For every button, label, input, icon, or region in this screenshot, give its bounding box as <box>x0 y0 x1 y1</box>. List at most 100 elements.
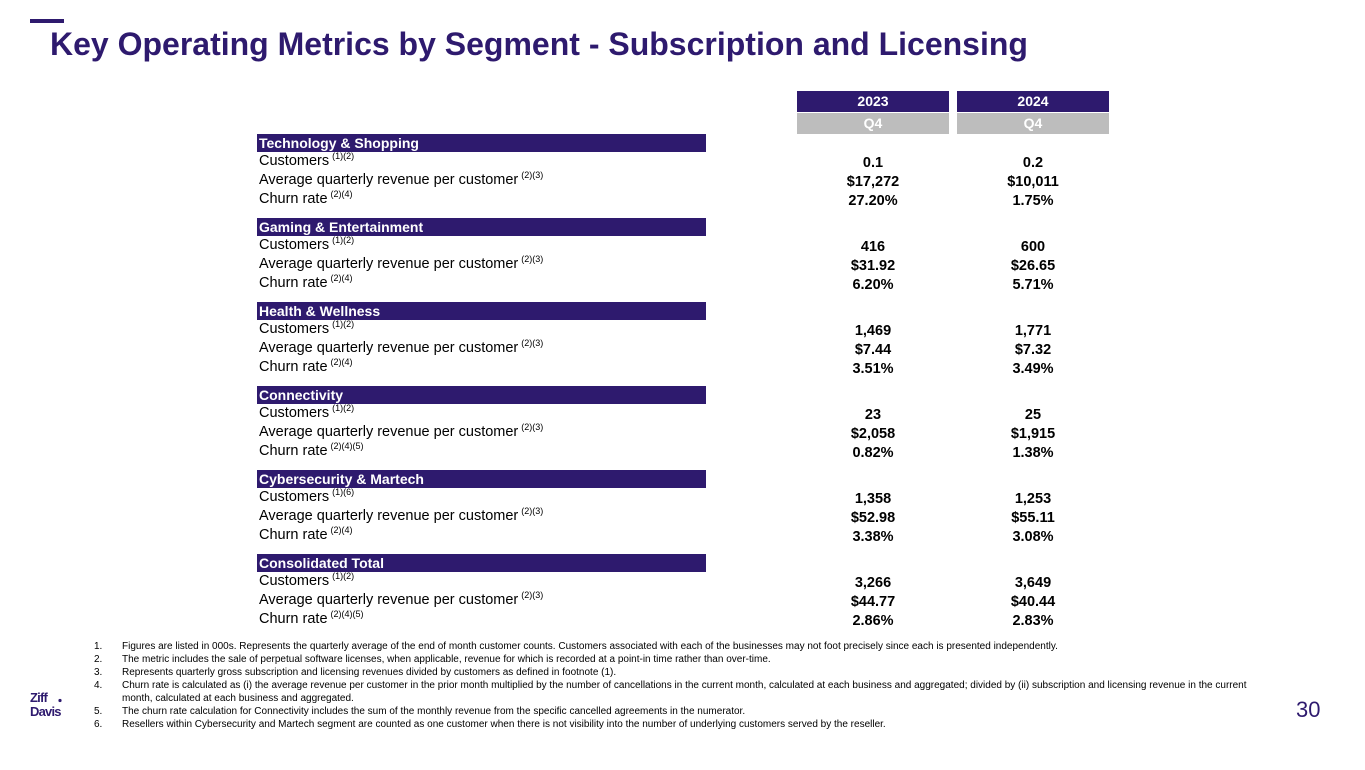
metric-row-churn: Churn rate (2)(4)(5) 0.82% 1.38% <box>257 441 1054 462</box>
footnote-ref: (2)(3) <box>521 590 544 600</box>
value-2023: 3,266 <box>854 575 892 591</box>
footnote-ref: (2)(3) <box>521 170 544 180</box>
segment-consolidated-total: Consolidated Total Customers (1)(2) 3,266 3… <box>257 554 1055 630</box>
footnote-ref: (1)(6) <box>332 487 355 497</box>
footnote-ref: (2)(4) <box>330 273 353 283</box>
footnote-ref: (2)(4)(5) <box>330 609 364 619</box>
value-2024: $10,011 <box>1007 174 1059 190</box>
value-2024: $40.44 <box>1010 594 1056 610</box>
metric-row-customers: Customers (1)(2) 23 25 <box>257 403 1041 424</box>
column-header-year-2023: 2023 <box>797 91 949 112</box>
value-2024: 0.2 <box>1022 155 1044 171</box>
footnote-ref: (1)(2) <box>332 151 355 161</box>
footnote-2: 2. The metric includes the sale of perpet… <box>94 654 771 665</box>
metric-label: Average quarterly revenue per customer (2… <box>259 590 544 609</box>
value-2023: 1,358 <box>854 491 892 507</box>
column-header-quarter-2024: Q4 <box>957 113 1109 134</box>
metric-row-arpc: Average quarterly revenue per customer (2… <box>257 590 1055 611</box>
metric-row-customers: Customers (1)(2) 416 600 <box>257 235 1045 256</box>
metric-row-arpc: Average quarterly revenue per customer (2… <box>257 422 1055 443</box>
footnote-6: 6. Resellers within Cybersecurity and Mar… <box>94 719 886 730</box>
value-2023: 416 <box>860 239 886 255</box>
metric-label: Customers (1)(2) <box>259 235 355 254</box>
value-2024: 1.38% <box>1012 445 1054 461</box>
segment-gaming-entertainment: Gaming & Entertainment Customers (1)(2) 41… <box>257 218 1055 294</box>
metric-row-churn: Churn rate (2)(4) 6.20% 5.71% <box>257 273 1054 294</box>
segment-cybersecurity-martech: Cybersecurity & Martech Customers (1)(6) 1… <box>257 470 1055 546</box>
footnote-ref: (2)(4) <box>330 357 353 367</box>
metric-row-churn: Churn rate (2)(4)(5) 2.86% 2.83% <box>257 609 1054 630</box>
value-2023: 27.20% <box>848 193 898 209</box>
metric-row-arpc: Average quarterly revenue per customer (2… <box>257 254 1055 275</box>
footnote-5: 5. The churn rate calculation for Connect… <box>94 706 746 717</box>
metric-label: Churn rate (2)(4) <box>259 189 353 208</box>
footnote-ref: (2)(3) <box>521 338 544 348</box>
segment-header: Cybersecurity & Martech <box>257 470 706 488</box>
footnote-ref: (1)(2) <box>332 319 355 329</box>
value-2023: 0.1 <box>862 155 884 171</box>
value-2023: $17,272 <box>846 174 900 190</box>
segment-connectivity: Connectivity Customers (1)(2) 23 25 Average… <box>257 386 1055 462</box>
metric-label: Average quarterly revenue per customer (2… <box>259 338 544 357</box>
value-2024: $7.32 <box>1014 342 1052 358</box>
value-2023: 1,469 <box>854 323 892 339</box>
metric-label: Average quarterly revenue per customer (2… <box>259 170 544 189</box>
value-2023: $2,058 <box>850 426 896 442</box>
footnote-3: 3. Represents quarterly gross subscriptio… <box>94 667 617 678</box>
footnote-ref: (2)(3) <box>521 254 544 264</box>
metric-label: Churn rate (2)(4) <box>259 525 353 544</box>
value-2024: 3.49% <box>1012 361 1054 377</box>
value-2024: 3.08% <box>1012 529 1054 545</box>
value-2024: 1,771 <box>1014 323 1052 339</box>
value-2024: $1,915 <box>1010 426 1056 442</box>
footnote-1: 1. Figures are listed in 000s. Represents… <box>94 641 1058 652</box>
metric-row-arpc: Average quarterly revenue per customer (2… <box>257 506 1055 527</box>
segment-header: Health & Wellness <box>257 302 706 320</box>
footnote-ref: (1)(2) <box>332 571 355 581</box>
column-header-quarter-2023: Q4 <box>797 113 949 134</box>
metric-row-arpc: Average quarterly revenue per customer (2… <box>257 170 1059 191</box>
metric-row-churn: Churn rate (2)(4) 3.51% 3.49% <box>257 357 1054 378</box>
value-2023: 0.82% <box>852 445 894 461</box>
segment-header: Gaming & Entertainment <box>257 218 706 236</box>
value-2023: 23 <box>864 407 882 423</box>
segment-header: Connectivity <box>257 386 706 404</box>
metric-label: Customers (1)(2) <box>259 151 355 170</box>
metric-row-customers: Customers (1)(2) 3,266 3,649 <box>257 571 1051 592</box>
value-2023: 2.86% <box>852 613 894 629</box>
value-2024: $26.65 <box>1010 258 1056 274</box>
metric-label: Average quarterly revenue per customer (2… <box>259 506 544 525</box>
metric-row-churn: Churn rate (2)(4) 3.38% 3.08% <box>257 525 1054 546</box>
value-2023: $31.92 <box>850 258 896 274</box>
page-number: 30 <box>1296 697 1321 722</box>
value-2024: 1,253 <box>1014 491 1052 507</box>
column-header-year-2024: 2024 <box>957 91 1109 112</box>
footnote-ref: (2)(4)(5) <box>330 441 364 451</box>
metric-label: Churn rate (2)(4) <box>259 357 353 376</box>
value-2024: 2.83% <box>1012 613 1054 629</box>
metric-label: Churn rate (2)(4)(5) <box>259 609 364 628</box>
value-2024: 25 <box>1024 407 1042 423</box>
footnote-ref: (2)(3) <box>521 422 544 432</box>
footnote-ref: (1)(2) <box>332 403 355 413</box>
page-title: Key Operating Metrics by Segment - Subsc… <box>50 26 1028 62</box>
metric-label: Churn rate (2)(4)(5) <box>259 441 364 460</box>
value-2024: 600 <box>1020 239 1046 255</box>
metric-label: Average quarterly revenue per customer (2… <box>259 254 544 273</box>
metric-label: Customers (1)(2) <box>259 571 355 590</box>
footnote-ref: (2)(4) <box>330 525 353 535</box>
value-2024: 5.71% <box>1012 277 1054 293</box>
footnote-ref: (2)(3) <box>521 506 544 516</box>
segment-technology-shopping: Technology & Shopping Customers (1)(2) 0.1… <box>257 134 1059 209</box>
svg-text:Ziff: Ziff <box>30 690 48 705</box>
svg-text:Davis: Davis <box>30 704 61 718</box>
metric-label: Churn rate (2)(4) <box>259 273 353 292</box>
segment-header: Consolidated Total <box>257 554 706 572</box>
value-2023: $52.98 <box>850 510 896 526</box>
metric-label: Average quarterly revenue per customer (2… <box>259 422 544 441</box>
footnotes: 1. Figures are listed in 000s. Represents… <box>94 640 1254 731</box>
title-accent-line <box>30 19 64 23</box>
metric-label: Customers (1)(2) <box>259 403 355 422</box>
segment-health-wellness: Health & Wellness Customers (1)(2) 1,469 1,… <box>257 302 1054 378</box>
value-2023: $7.44 <box>854 342 892 358</box>
